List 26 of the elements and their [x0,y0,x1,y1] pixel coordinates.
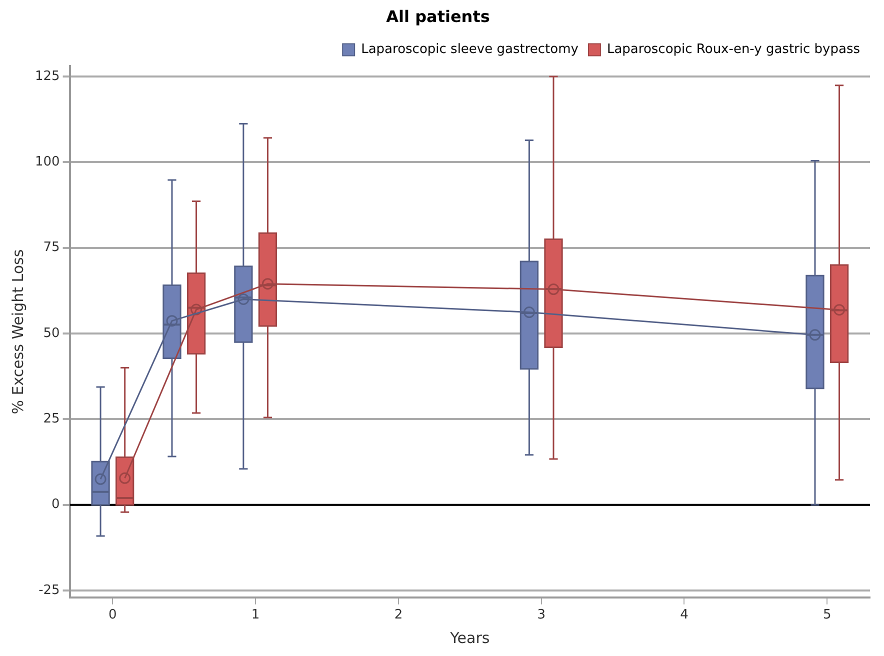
x-tick-label: 5 [822,608,832,623]
y-tick-label: 100 [34,154,60,170]
y-tick-label: 25 [43,412,60,427]
x-tick-label: 2 [394,608,403,623]
y-tick-label: 0 [52,497,60,512]
legend-label: Laparoscopic sleeve gastrectomy [361,42,579,58]
legend-label: Laparoscopic Roux-en-y gastric bypass [606,42,860,58]
point [166,315,178,327]
point [262,278,274,290]
point [190,304,202,316]
x-axis-title: Years [449,628,490,647]
point [238,293,250,305]
point [834,304,846,316]
x-tick-label: 4 [680,608,688,623]
x-tick-label: 0 [108,608,117,623]
y-tick-label: 50 [43,326,60,341]
chart-title: All patients [386,6,490,26]
point [548,284,560,296]
point [809,329,821,341]
y-tick-label: 75 [43,240,60,256]
x-tick-label: 1 [251,608,260,623]
y-tick-label: 125 [34,68,60,84]
y-tick-label: -25 [38,582,60,598]
point [523,306,535,318]
y-axis-title: % Excess Weight Loss [8,249,27,414]
x-tick-label: 3 [537,608,546,623]
